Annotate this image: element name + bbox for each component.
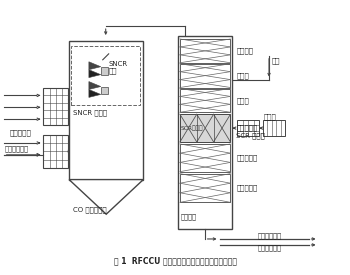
Text: 余热锅炉: 余热锅炉 [181, 213, 197, 219]
Bar [43, 135, 68, 168]
Text: SCR催化剂: SCR催化剂 [181, 125, 203, 131]
Text: SCR 反应器: SCR 反应器 [236, 133, 265, 139]
Bar [43, 87, 68, 125]
Bar [180, 39, 230, 63]
Polygon shape [89, 89, 101, 97]
Bar [180, 114, 230, 142]
Bar [180, 144, 230, 172]
Text: 烟气脱硫系统: 烟气脱硫系统 [257, 244, 281, 251]
Bar [71, 46, 140, 105]
Text: SNCR: SNCR [109, 61, 128, 67]
Text: 氨气: 氨气 [272, 57, 280, 64]
Text: SNCR 反应区: SNCR 反应区 [73, 109, 107, 116]
Text: 静态混合器: 静态混合器 [236, 125, 258, 131]
Text: 高温省煤器: 高温省煤器 [236, 155, 258, 161]
Text: 喷枪: 喷枪 [109, 67, 117, 74]
Bar [101, 87, 108, 94]
Bar [180, 174, 230, 202]
Polygon shape [89, 70, 101, 78]
Bar [178, 36, 232, 229]
Text: 低温省煤器: 低温省煤器 [236, 184, 258, 191]
Bar [263, 120, 285, 136]
Text: CO 焚烧炉炉膛: CO 焚烧炉炉膛 [73, 206, 107, 213]
Bar [180, 89, 230, 112]
Polygon shape [69, 180, 143, 214]
Bar [180, 64, 230, 87]
Polygon shape [89, 62, 101, 70]
Text: 稀释风: 稀释风 [264, 113, 277, 120]
Bar [101, 67, 108, 75]
Text: 过热段: 过热段 [236, 72, 249, 79]
Text: 催化再生烟气: 催化再生烟气 [5, 145, 29, 152]
Text: 图 1  RFCCU 再生烟气脱硝系统工艺流程改造示意: 图 1 RFCCU 再生烟气脱硝系统工艺流程改造示意 [113, 257, 237, 266]
Bar [69, 41, 143, 180]
Text: 蒸发器: 蒸发器 [236, 97, 249, 104]
Bar [237, 120, 259, 136]
Polygon shape [89, 82, 101, 89]
Text: 水保护段: 水保护段 [236, 48, 253, 54]
Text: 脱硝后烟气至: 脱硝后烟气至 [257, 233, 281, 239]
Text: 静态混合器: 静态混合器 [10, 130, 32, 136]
